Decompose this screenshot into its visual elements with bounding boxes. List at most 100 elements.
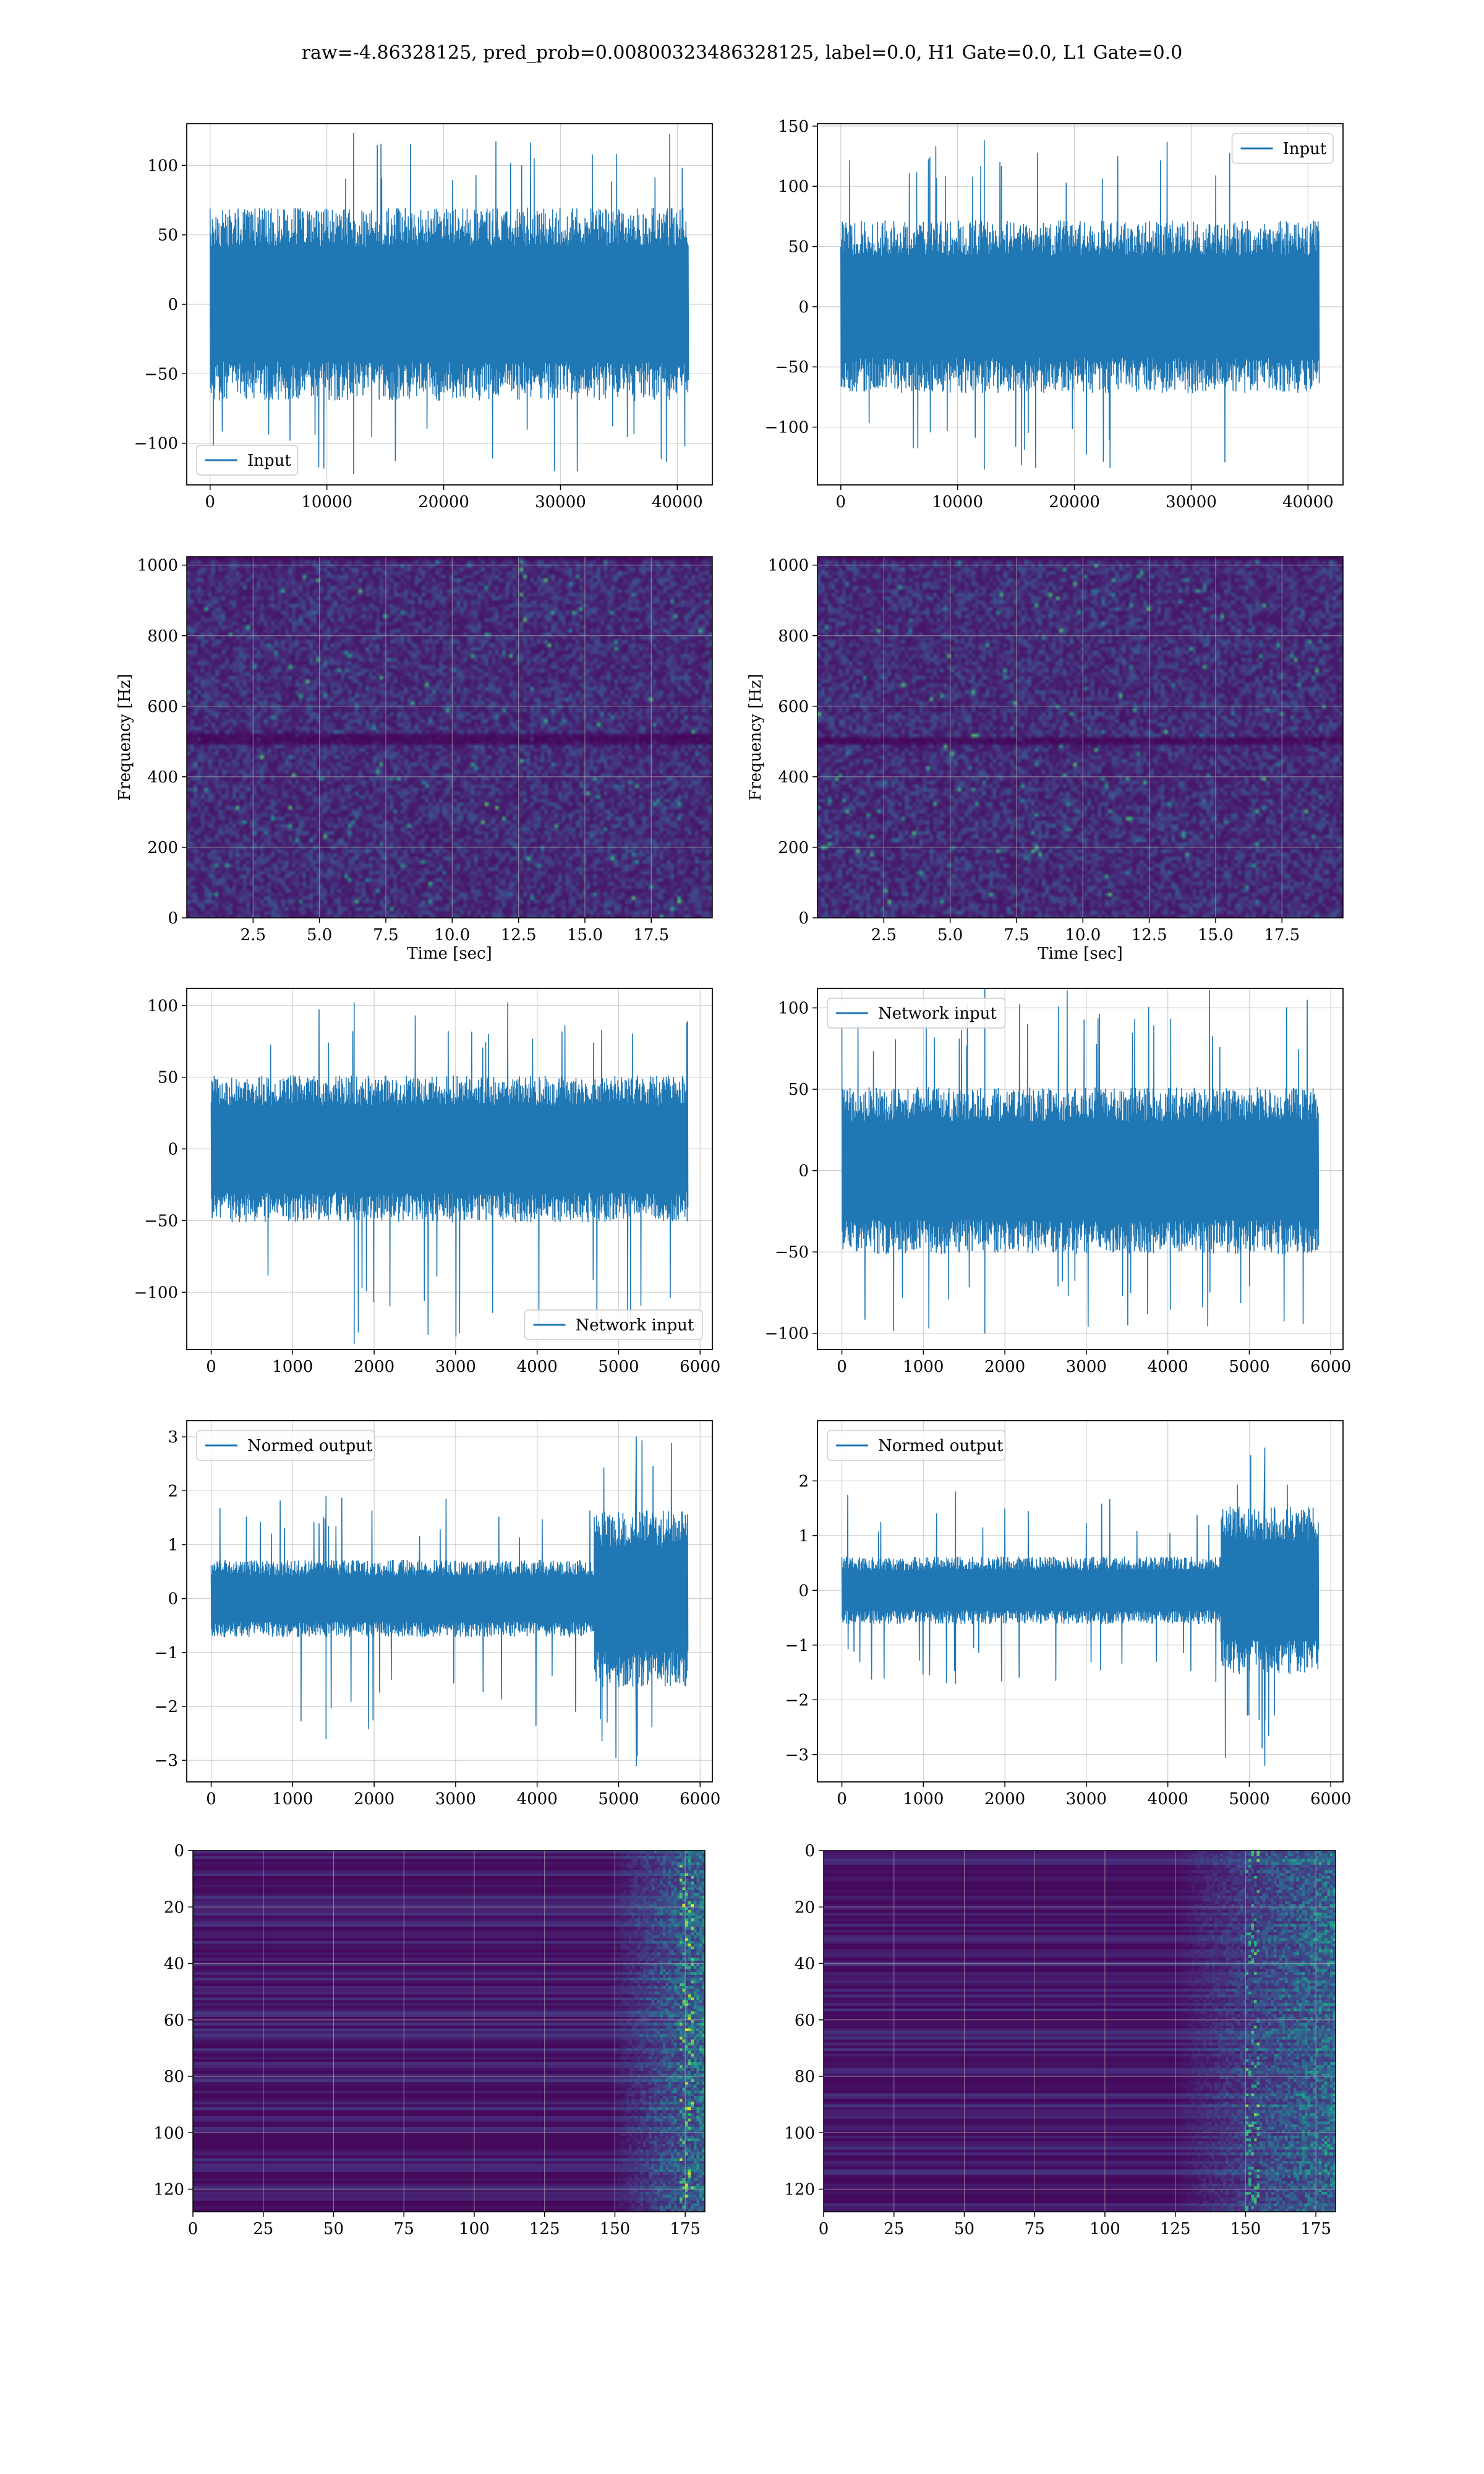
axes-frame <box>192 1850 706 2212</box>
x-tick-label: 20000 <box>1049 493 1100 511</box>
y-tick-label: −50 <box>144 365 178 383</box>
x-tick-label: 17.5 <box>633 926 669 944</box>
y-tick-label: 100 <box>147 997 178 1016</box>
y-tick-label: 1 <box>168 1536 178 1554</box>
input-l1-svg: 0 10000 20000 30000 40000 −100 −50 0 50 100 150 Inp… <box>765 118 1344 511</box>
feature-map-l1-svg: 0 25 50 75 100 125 150 175 0 20 40 60 80 100 120 <box>784 1842 1336 2238</box>
x-tick-label: 50 <box>954 2220 974 2238</box>
normed-output-h1-svg: 0 1000 2000 3000 4000 5000 6000 −3 −2 −1 0 1 2 3 Norme… <box>155 1420 720 1808</box>
y-tick-label: −3 <box>155 1752 178 1770</box>
x-tick-label: 6000 <box>680 1790 720 1808</box>
x-tick-label: 0 <box>205 493 216 511</box>
y-tick-label: 0 <box>798 909 809 928</box>
x-tick-label: 4000 <box>1148 1790 1188 1808</box>
y-tick-label: 100 <box>784 2124 815 2142</box>
x-tick-label: 6000 <box>680 1358 720 1376</box>
feature-map-h1-svg: 0 25 50 75 100 125 150 175 0 20 40 60 80 100 120 <box>153 1842 706 2238</box>
x-tick-label: 3000 <box>435 1358 476 1376</box>
y-tick-label: 0 <box>798 298 809 317</box>
normed-output-l1-svg: 0 1000 2000 3000 4000 5000 6000 −3 −2 −1 0 1 2 Normed… <box>785 1420 1351 1808</box>
legend-box <box>1231 133 1334 164</box>
x-tick-label: 1000 <box>903 1790 944 1808</box>
y-tick-label: −3 <box>785 1746 809 1765</box>
plot-area <box>210 1002 689 1345</box>
x-tick-label: 6000 <box>1310 1358 1351 1376</box>
x-tick-label: 3000 <box>1066 1358 1107 1376</box>
spectrogram-l1-panel: 2.5 5.0 7.5 10.0 12.5 15.0 17.5 0 200 400 600 800 10… <box>746 556 1344 963</box>
network-input-l1-panel: 0 1000 2000 3000 4000 5000 6000 −100 −50 0 50 100 Ne… <box>765 988 1351 1376</box>
y-tick-label: 80 <box>164 2068 184 2086</box>
y-tick-label: 2 <box>798 1472 809 1491</box>
plot-area <box>840 140 1320 470</box>
spectrogram-h1-svg: 2.5 5.0 7.5 10.0 12.5 15.0 17.5 0 200 400 600 800 10… <box>116 556 713 963</box>
y-tick-label: 400 <box>147 768 178 787</box>
x-tick-label: 150 <box>1230 2220 1261 2238</box>
heatmap-image <box>824 1851 1336 2212</box>
y-tick-label: 600 <box>147 698 178 716</box>
y-tick-label: 120 <box>153 2181 184 2199</box>
y-axis-label: Frequency [Hz] <box>116 674 134 801</box>
y-tick-label: 3 <box>168 1428 178 1447</box>
input-h1-svg: 0 10000 20000 30000 40000 −100 −50 0 50 100 Input <box>134 123 713 511</box>
y-tick-label: 400 <box>778 768 809 787</box>
axes-frame-top <box>186 988 713 1350</box>
x-tick-label: 50 <box>323 2220 344 2238</box>
legend-label: Input <box>247 452 291 470</box>
legend-label: Input <box>1283 140 1327 158</box>
y-tick-label: −50 <box>775 1243 809 1262</box>
x-tick-label: 6000 <box>1310 1790 1351 1808</box>
series-line <box>840 140 1320 470</box>
legend: Input <box>1231 133 1334 164</box>
y-tick-label: 50 <box>788 1081 809 1099</box>
x-tick-label: 100 <box>1090 2220 1120 2238</box>
y-axis-label: Frequency [Hz] <box>746 674 765 801</box>
y-tick-label: 120 <box>784 2181 815 2199</box>
x-tick-label: 2.5 <box>241 926 266 944</box>
x-tick-label: 3000 <box>1066 1790 1107 1808</box>
y-tick-label: 200 <box>778 839 809 857</box>
plot-area <box>210 132 689 474</box>
network-input-l1-svg: 0 1000 2000 3000 4000 5000 6000 −100 −50 0 50 100 Ne… <box>765 988 1351 1376</box>
legend-label: Normed output <box>878 1437 1004 1455</box>
x-tick-label: 0 <box>837 1358 847 1376</box>
x-tick-label: 125 <box>529 2220 560 2238</box>
x-tick-label: 0 <box>206 1790 216 1808</box>
x-tick-label: 175 <box>1300 2220 1331 2238</box>
x-tick-label: 40000 <box>652 493 703 511</box>
x-tick-label: 2000 <box>354 1790 394 1808</box>
y-tick-label: 0 <box>168 1141 178 1159</box>
x-tick-label: 75 <box>1025 2220 1045 2238</box>
plot-area <box>841 988 1320 1334</box>
x-tick-label: 5.0 <box>307 926 332 944</box>
x-tick-label: 40000 <box>1282 493 1334 511</box>
x-tick-label: 0 <box>837 1790 847 1808</box>
x-tick-label: 4000 <box>517 1790 558 1808</box>
x-tick-label: 5000 <box>1229 1358 1269 1376</box>
legend-box <box>827 1430 1006 1461</box>
y-tick-label: −1 <box>785 1637 809 1655</box>
y-tick-label: 40 <box>795 1955 815 1974</box>
x-tick-label: 100 <box>459 2220 490 2238</box>
y-tick-label: 80 <box>795 2068 815 2086</box>
y-tick-label: −100 <box>134 1283 178 1302</box>
spectrogram-l1-svg: 2.5 5.0 7.5 10.0 12.5 15.0 17.5 0 200 400 600 800 10… <box>746 556 1344 963</box>
axes-frame-top <box>817 123 1344 486</box>
normed-output-h1-panel: 0 1000 2000 3000 4000 5000 6000 −3 −2 −1 0 1 2 3 Norme… <box>155 1420 720 1808</box>
input-h1-panel: 0 10000 20000 30000 40000 −100 −50 0 50 100 Input <box>134 123 713 511</box>
y-tick-label: 200 <box>147 839 178 857</box>
y-tick-label: 2 <box>168 1482 178 1500</box>
y-tick-label: −2 <box>155 1698 178 1716</box>
y-tick-label: −1 <box>155 1644 178 1663</box>
y-tick-label: 1000 <box>768 557 809 575</box>
x-tick-label: 15.0 <box>567 926 603 944</box>
series-line <box>210 1436 689 1766</box>
y-tick-label: 600 <box>778 698 809 716</box>
x-tick-label: 0 <box>819 2220 829 2238</box>
x-tick-label: 12.5 <box>501 926 537 944</box>
y-tick-label: 800 <box>778 627 809 646</box>
y-tick-label: −50 <box>775 358 809 377</box>
x-tick-label: 2000 <box>984 1358 1025 1376</box>
y-tick-label: 60 <box>795 2011 815 2030</box>
legend: Network input <box>827 998 1006 1029</box>
x-tick-label: 4000 <box>1148 1358 1188 1376</box>
